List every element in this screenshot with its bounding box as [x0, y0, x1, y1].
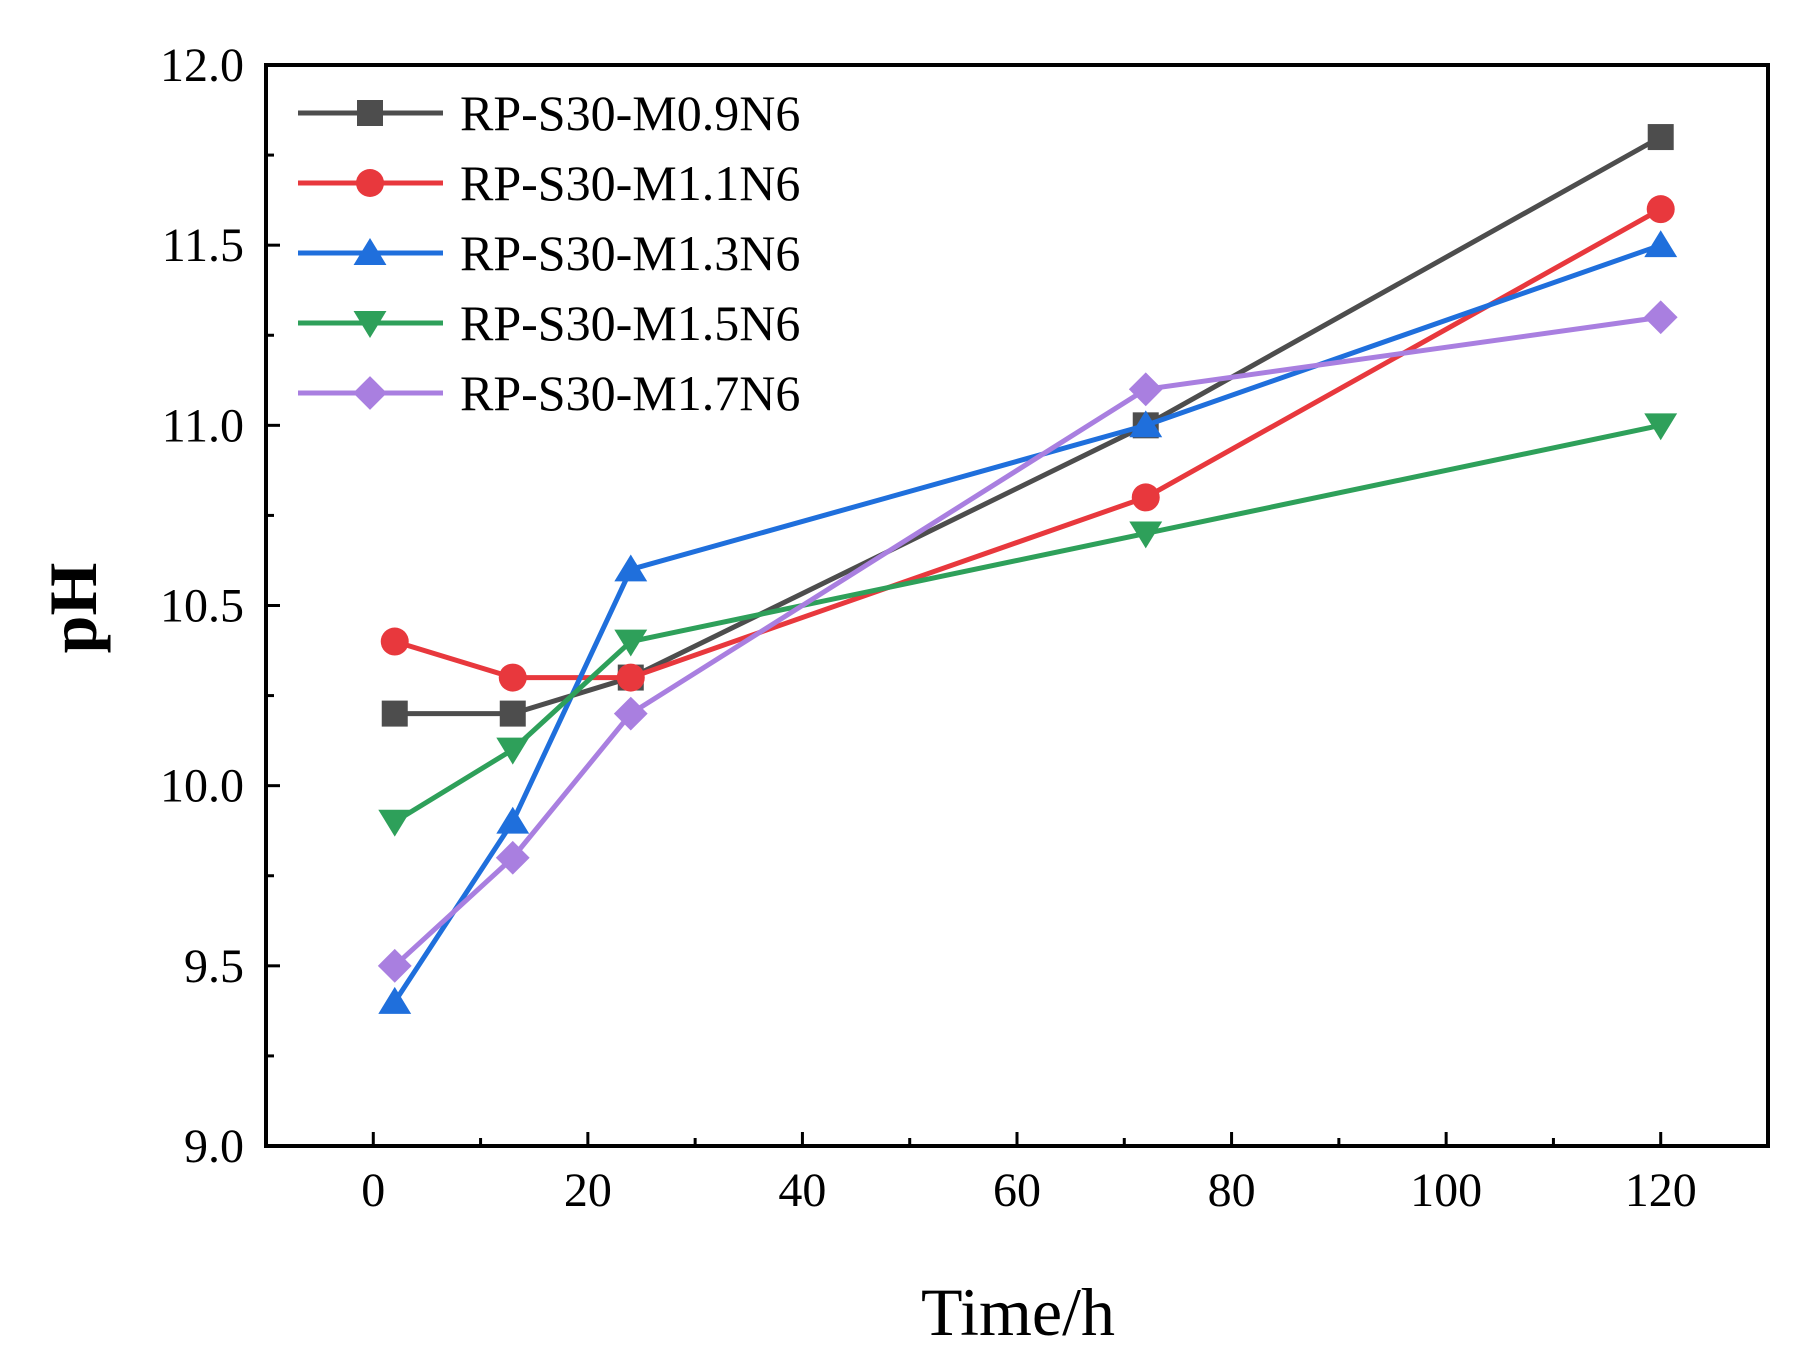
data-point: [499, 700, 526, 727]
data-point: [378, 986, 412, 1014]
data-point: [1647, 124, 1674, 151]
data-point: [614, 554, 648, 582]
data-point: [381, 700, 408, 727]
legend-entry-1: RP-S30-M0.9N6: [298, 85, 800, 141]
x-tick-label: 0: [361, 1164, 385, 1217]
legend-entry-3: RP-S30-M1.3N6: [298, 225, 800, 281]
data-point: [613, 696, 648, 731]
legend-label: RP-S30-M0.9N6: [460, 85, 800, 141]
legend-entry-2: RP-S30-M1.1N6: [298, 155, 800, 211]
data-point: [495, 840, 530, 875]
series-layer: [377, 124, 1678, 1014]
y-tick-label: 10.0: [160, 760, 244, 813]
data-point: [1643, 300, 1678, 335]
axes: 0 20 40 60 80 100 120 9.0 9.5 10.0 10.5 11.0 11.5 12.…: [160, 39, 1770, 1217]
series-line: [394, 134, 1662, 717]
legend-marker: [356, 169, 384, 197]
legend-marker: [353, 238, 387, 265]
y-tick-label: 9.0: [184, 1120, 244, 1173]
legend-marker: [357, 100, 383, 126]
legend-marker: [353, 376, 387, 410]
data-point: [380, 627, 409, 656]
data-point: [1129, 521, 1163, 549]
series-5: [377, 300, 1678, 983]
legend: RP-S30-M0.9N6 RP-S30-M1.1N6 RP-S30-M1.3N6 R…: [298, 85, 800, 421]
series-2: [380, 195, 1675, 692]
data-point: [1129, 410, 1163, 438]
legend-entry-5: RP-S30-M1.7N6: [298, 365, 800, 421]
data-point: [1644, 413, 1678, 441]
legend-label: RP-S30-M1.5N6: [460, 295, 800, 351]
y-tick-label: 12.0: [160, 39, 244, 92]
data-point: [498, 663, 527, 692]
data-point: [1128, 372, 1163, 407]
series-line: [392, 242, 1662, 1004]
data-point: [1131, 483, 1160, 512]
x-axis-title: Time/h: [921, 1274, 1115, 1350]
legend-label: RP-S30-M1.1N6: [460, 155, 800, 211]
legend-marker: [353, 311, 387, 338]
x-tick-label: 20: [564, 1164, 612, 1217]
y-axis-title: pH: [35, 563, 111, 654]
data-point: [496, 806, 530, 834]
x-tick-label: 80: [1208, 1164, 1256, 1217]
legend-label: RP-S30-M1.3N6: [460, 225, 800, 281]
data-point: [1646, 195, 1675, 224]
series-4: [378, 413, 1678, 837]
data-point: [616, 663, 645, 692]
y-tick-label: 9.5: [184, 940, 244, 993]
x-tick-label: 100: [1410, 1164, 1482, 1217]
data-point: [377, 948, 412, 983]
x-tick-label: 40: [778, 1164, 826, 1217]
y-tick-label: 11.0: [162, 399, 244, 452]
series-1: [381, 124, 1674, 727]
y-tick-label: 11.5: [162, 219, 244, 272]
y-tick-label: 10.5: [160, 580, 244, 633]
data-point: [496, 737, 530, 765]
x-tick-label: 60: [993, 1164, 1041, 1217]
x-tick-label: 120: [1625, 1164, 1697, 1217]
data-point: [378, 809, 412, 837]
legend-label: RP-S30-M1.7N6: [460, 365, 800, 421]
data-point: [1644, 230, 1678, 258]
legend-entry-4: RP-S30-M1.5N6: [298, 295, 800, 351]
data-point: [614, 629, 648, 657]
